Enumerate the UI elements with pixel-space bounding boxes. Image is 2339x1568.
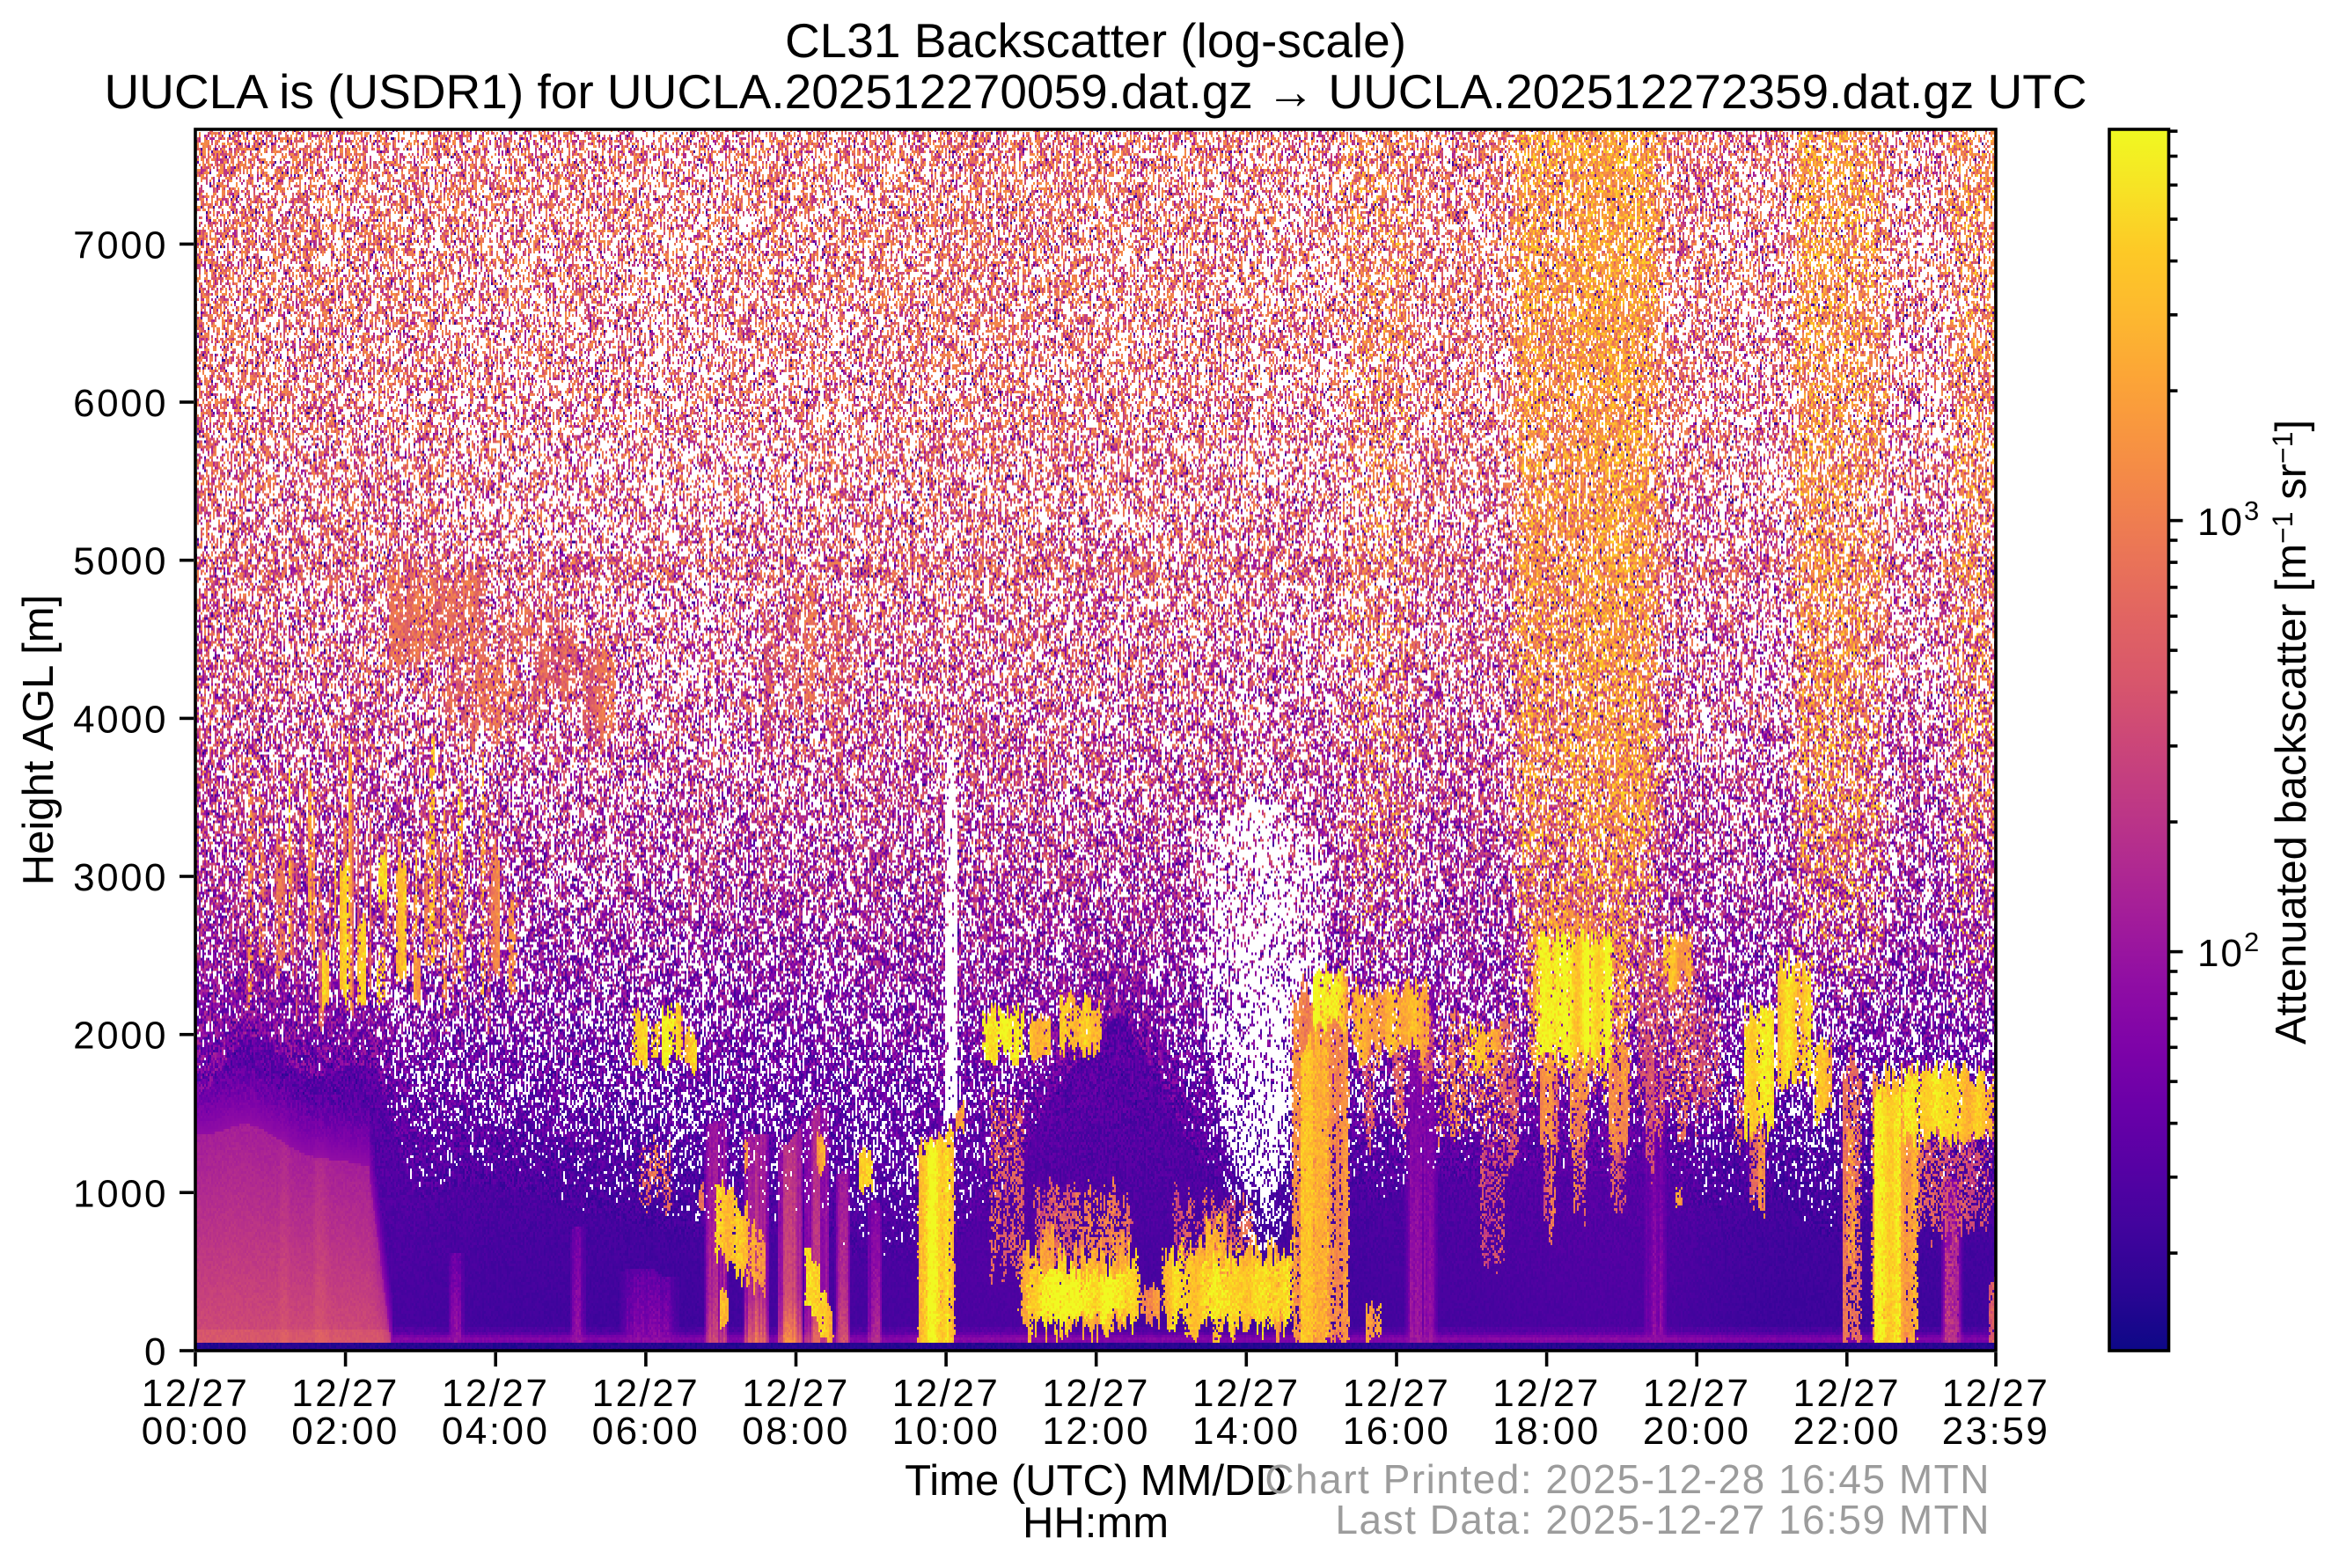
svg-text:14:00: 14:00 <box>1192 1410 1301 1453</box>
svg-text:00:00: 00:00 <box>142 1410 250 1453</box>
svg-text:12/27: 12/27 <box>291 1372 400 1415</box>
svg-text:08:00: 08:00 <box>742 1410 850 1453</box>
svg-text:3000: 3000 <box>73 856 168 899</box>
svg-text:CL31 Backscatter (log-scale): CL31 Backscatter (log-scale) <box>785 13 1406 68</box>
svg-text:1000: 1000 <box>73 1172 168 1215</box>
svg-text:UUCLA is (USDR1) for UUCLA.202: UUCLA is (USDR1) for UUCLA.202512270059.… <box>104 64 2086 119</box>
svg-text:12/27: 12/27 <box>1343 1372 1451 1415</box>
svg-text:Attenuated backscatter [m−1 sr: Attenuated backscatter [m−1 sr−1] <box>2267 420 2315 1044</box>
svg-text:04:00: 04:00 <box>442 1410 550 1453</box>
svg-text:12/27: 12/27 <box>742 1372 850 1415</box>
svg-text:4000: 4000 <box>73 698 168 741</box>
svg-text:12/27: 12/27 <box>1192 1372 1301 1415</box>
svg-text:102: 102 <box>2197 927 2261 975</box>
svg-text:12/27: 12/27 <box>1793 1372 1901 1415</box>
svg-text:12/27: 12/27 <box>892 1372 1001 1415</box>
svg-text:06:00: 06:00 <box>592 1410 700 1453</box>
svg-text:10:00: 10:00 <box>892 1410 1001 1453</box>
svg-text:HH:mm: HH:mm <box>1023 1499 1169 1547</box>
svg-text:Chart Printed: 2025-12-28 16:4: Chart Printed: 2025-12-28 16:45 MTN <box>1265 1456 1991 1502</box>
svg-text:12/27: 12/27 <box>1942 1372 2050 1415</box>
svg-text:12/27: 12/27 <box>1492 1372 1601 1415</box>
svg-text:Height AGL [m]: Height AGL [m] <box>15 595 62 885</box>
svg-text:18:00: 18:00 <box>1492 1410 1601 1453</box>
svg-text:12:00: 12:00 <box>1042 1410 1150 1453</box>
svg-text:12/27: 12/27 <box>442 1372 550 1415</box>
svg-text:12/27: 12/27 <box>1643 1372 1751 1415</box>
svg-text:Last Data: 2025-12-27 16:59 MT: Last Data: 2025-12-27 16:59 MTN <box>1335 1497 1991 1542</box>
svg-text:0: 0 <box>144 1330 168 1374</box>
svg-text:2000: 2000 <box>73 1015 168 1058</box>
svg-text:12/27: 12/27 <box>592 1372 700 1415</box>
svg-text:23:59: 23:59 <box>1942 1410 2050 1453</box>
svg-text:7000: 7000 <box>73 223 168 267</box>
svg-text:12/27: 12/27 <box>1042 1372 1150 1415</box>
svg-text:103: 103 <box>2197 495 2261 544</box>
svg-text:20:00: 20:00 <box>1643 1410 1751 1453</box>
svg-text:Time (UTC) MM/DD: Time (UTC) MM/DD <box>905 1457 1287 1505</box>
svg-text:02:00: 02:00 <box>291 1410 400 1453</box>
svg-text:6000: 6000 <box>73 382 168 425</box>
svg-text:12/27: 12/27 <box>142 1372 250 1415</box>
svg-text:5000: 5000 <box>73 540 168 583</box>
svg-text:22:00: 22:00 <box>1793 1410 1901 1453</box>
svg-text:16:00: 16:00 <box>1343 1410 1451 1453</box>
